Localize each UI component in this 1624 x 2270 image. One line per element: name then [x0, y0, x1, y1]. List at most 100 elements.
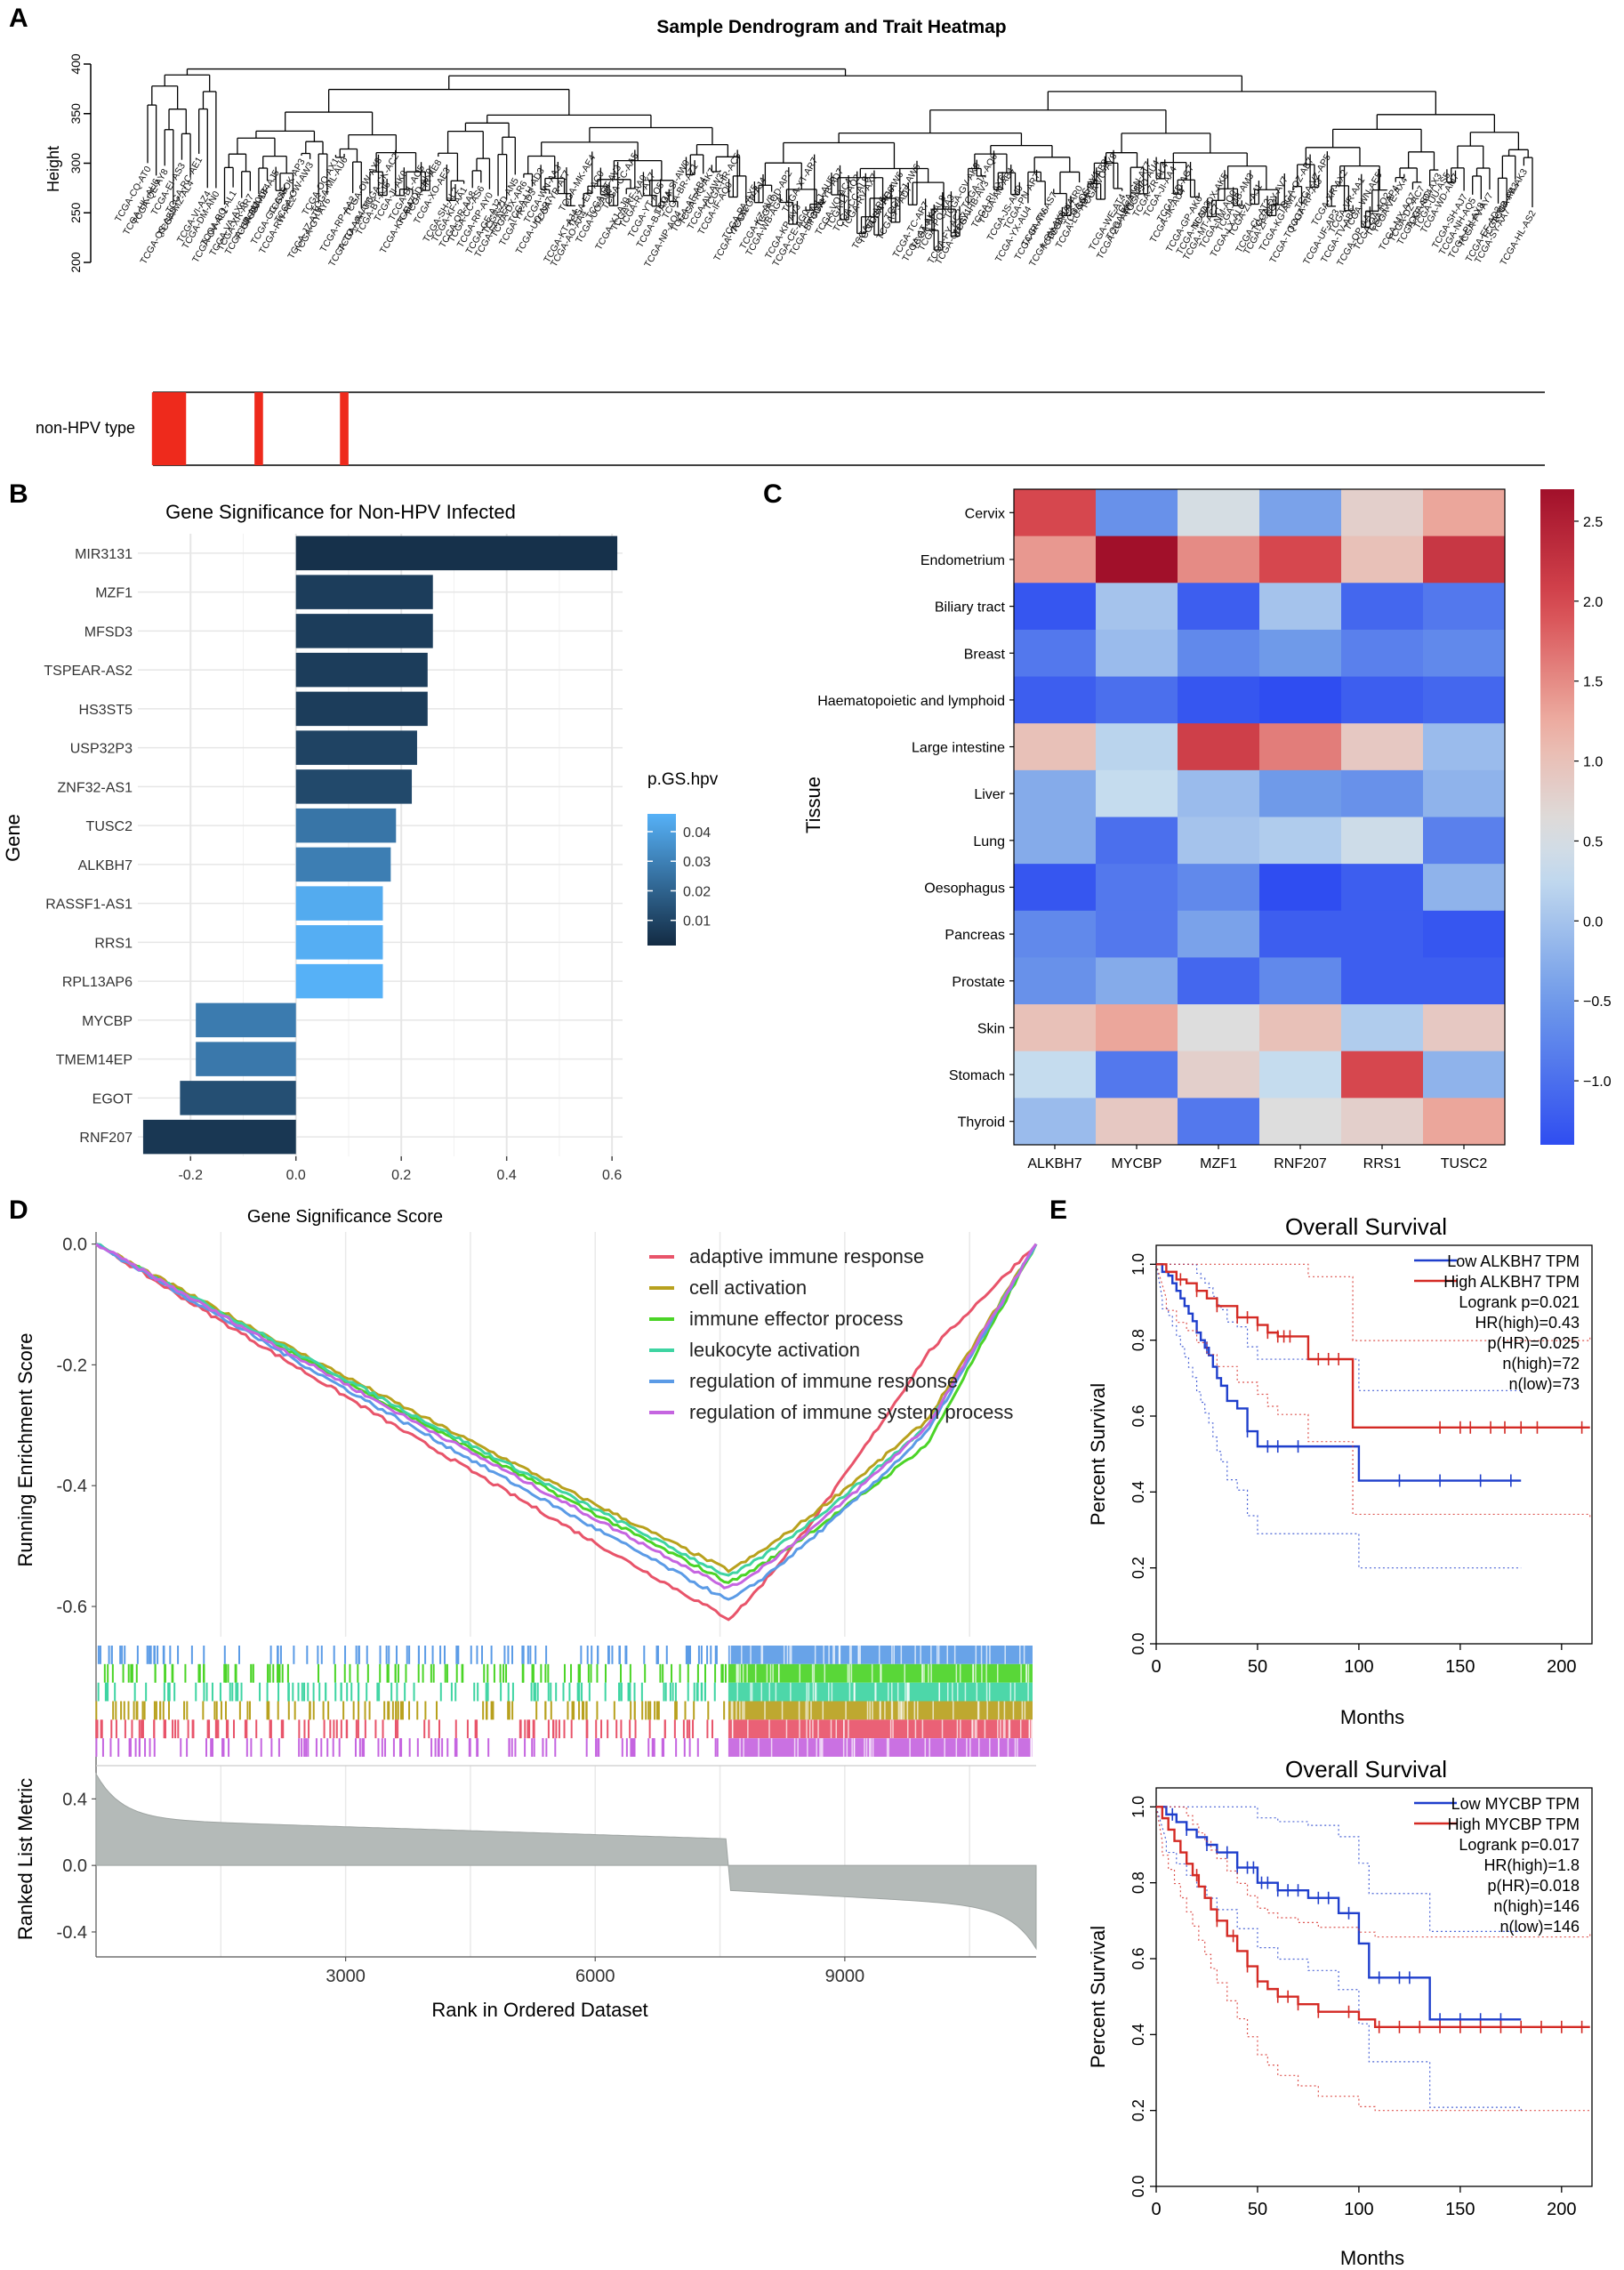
km-frame [1155, 1787, 1593, 2187]
heatmap-cell [1341, 676, 1424, 724]
km-y-tick-label: 0.4 [1130, 2024, 1147, 2046]
heatmap-cell [1096, 957, 1178, 1005]
heatmap-colorbar [1540, 489, 1574, 1145]
heatmap-cell [1259, 910, 1342, 958]
gsea-running-es-line [95, 1243, 1038, 1601]
heatmap-cell [1014, 1004, 1097, 1052]
heatmap-cell [1096, 769, 1178, 817]
km-x-tick-label: 0 [1151, 2200, 1161, 2219]
gs-bar [295, 730, 417, 765]
gsea-y-tick-label: -0.6 [57, 1598, 87, 1617]
dendrogram-y-label: Height [44, 146, 62, 192]
heatmap-cell [1341, 535, 1424, 584]
gs-x-tick-label: -0.2 [178, 1168, 203, 1183]
gs-bar [295, 886, 383, 921]
km-confidence-band [1156, 1263, 1591, 1341]
heatmap-cell [1341, 723, 1424, 771]
km-y-tick-label: 0.6 [1130, 1947, 1147, 1969]
heatmap-cell [1341, 769, 1424, 817]
heatmap-cell [1259, 817, 1342, 865]
gs-bar [295, 652, 428, 688]
heatmap-cell [1178, 1098, 1260, 1146]
heatmap-cell [1423, 1050, 1506, 1099]
gs-category-label: MFSD3 [84, 624, 133, 640]
gs-x-tick-label: 0.2 [391, 1168, 411, 1183]
gs-category-label: MIR3131 [75, 547, 133, 562]
gsea-running-es-line [95, 1243, 1038, 1574]
gs-category-label: RASSF1-AS1 [45, 898, 133, 913]
gs-bar [295, 808, 397, 843]
heatmap-row-label: Haematopoietic and lymphoid [817, 694, 1005, 709]
heatmap-cell [1423, 723, 1506, 771]
gsea-legend-label: adaptive immune response [689, 1245, 924, 1268]
heatmap-cell [1341, 583, 1424, 631]
gsea-y-tick-label: 0.0 [62, 1236, 87, 1255]
heatmap-cell [1259, 864, 1342, 912]
panel-a-dendrogram: Sample Dendrogram and Trait Heatmap Heig… [36, 17, 1545, 466]
heatmap-cell [1423, 910, 1506, 958]
heatmap-cell [1096, 723, 1178, 771]
km-confidence-band [1155, 1807, 1590, 2112]
heatmap-row-label: Biliary tract [935, 600, 1006, 616]
heatmap-row-label: Skin [977, 1021, 1005, 1036]
heatmap-row-label: Pancreas [945, 928, 1005, 943]
heatmap-cell [1178, 723, 1260, 771]
heatmap-colorbar-tick-label: 1.5 [1583, 675, 1603, 690]
gs-category-label: EGOT [92, 1091, 133, 1107]
gsea-x-label: Rank in Ordered Dataset [431, 1999, 647, 2021]
km2-title: Overall Survival [1285, 1756, 1447, 1783]
km-stat-text: n(low)=146 [1499, 1918, 1580, 1936]
trait-band-mark [151, 392, 187, 465]
km-x-tick-label: 100 [1344, 2200, 1373, 2219]
heatmap-cell [1178, 817, 1260, 865]
gs-bar [142, 1119, 296, 1155]
km-legend-label: Low MYCBP TPM [1451, 1795, 1580, 1813]
km-survival-curve [1156, 1806, 1590, 2028]
panel-letter-e: E [1049, 1195, 1067, 1225]
km-y-tick-label: 1.0 [1130, 1253, 1147, 1276]
gs-bar [295, 575, 433, 609]
heatmap-col-label: TUSC2 [1441, 1156, 1488, 1171]
heatmap-col-label: RNF207 [1274, 1156, 1327, 1171]
heatmap-cell [1259, 1098, 1342, 1146]
heatmap-row-label: Oesophagus [924, 881, 1005, 896]
heatmap-colorbar-tick-label: 2.0 [1583, 595, 1603, 610]
km-stat-text: n(high)=146 [1493, 1897, 1580, 1915]
heatmap-cell [1259, 1004, 1342, 1052]
gs-legend-tick-label: 0.01 [683, 914, 711, 930]
heatmap-col-label: MYCBP [1112, 1156, 1162, 1171]
heatmap-cell [1259, 629, 1342, 678]
gsea-legend-label: cell activation [689, 1276, 807, 1299]
heatmap-cell [1096, 1098, 1178, 1146]
km-stat-text: n(high)=72 [1502, 1355, 1580, 1372]
heatmap-row-label: Cervix [965, 506, 1005, 521]
km-y-tick-label: 0.2 [1130, 2099, 1147, 2121]
km-stat-text: Logrank p=0.017 [1459, 1836, 1580, 1854]
km-x-tick-label: 150 [1445, 2200, 1475, 2219]
heatmap-cell [1423, 864, 1506, 912]
gs-category-label: RNF207 [79, 1131, 133, 1146]
heatmap-cell [1178, 535, 1260, 584]
gs-category-label: HS3ST5 [79, 703, 133, 718]
km-legend-label: Low ALKBH7 TPM [1447, 1252, 1580, 1270]
gs-legend-title: p.GS.hpv [647, 770, 719, 789]
gs-category-label: TSPEAR-AS2 [44, 664, 133, 679]
gs-bar [295, 614, 433, 648]
gs-x-label: Gene Significance Score [247, 1207, 443, 1227]
gsea-metric-y-label: Ranked List Metric [14, 1778, 36, 1940]
heatmap-cell [1014, 676, 1097, 724]
heatmap-cell [1014, 1098, 1097, 1146]
gs-bar [295, 963, 383, 999]
gsea-legend-label: regulation of immune response [689, 1370, 958, 1392]
gs-category-label: TUSC2 [86, 819, 133, 834]
heatmap-cell [1259, 489, 1342, 537]
km-stat-text: HR(high)=1.8 [1483, 1856, 1580, 1874]
heatmap-cell [1341, 1004, 1424, 1052]
gs-bar [295, 847, 391, 882]
heatmap-cell [1096, 817, 1178, 865]
heatmap-cell [1014, 723, 1097, 771]
km-x-tick-label: 50 [1248, 2200, 1267, 2219]
km-y-tick-label: 0.4 [1130, 1481, 1147, 1503]
heatmap-cell [1096, 1004, 1178, 1052]
heatmap-cell [1178, 1004, 1260, 1052]
